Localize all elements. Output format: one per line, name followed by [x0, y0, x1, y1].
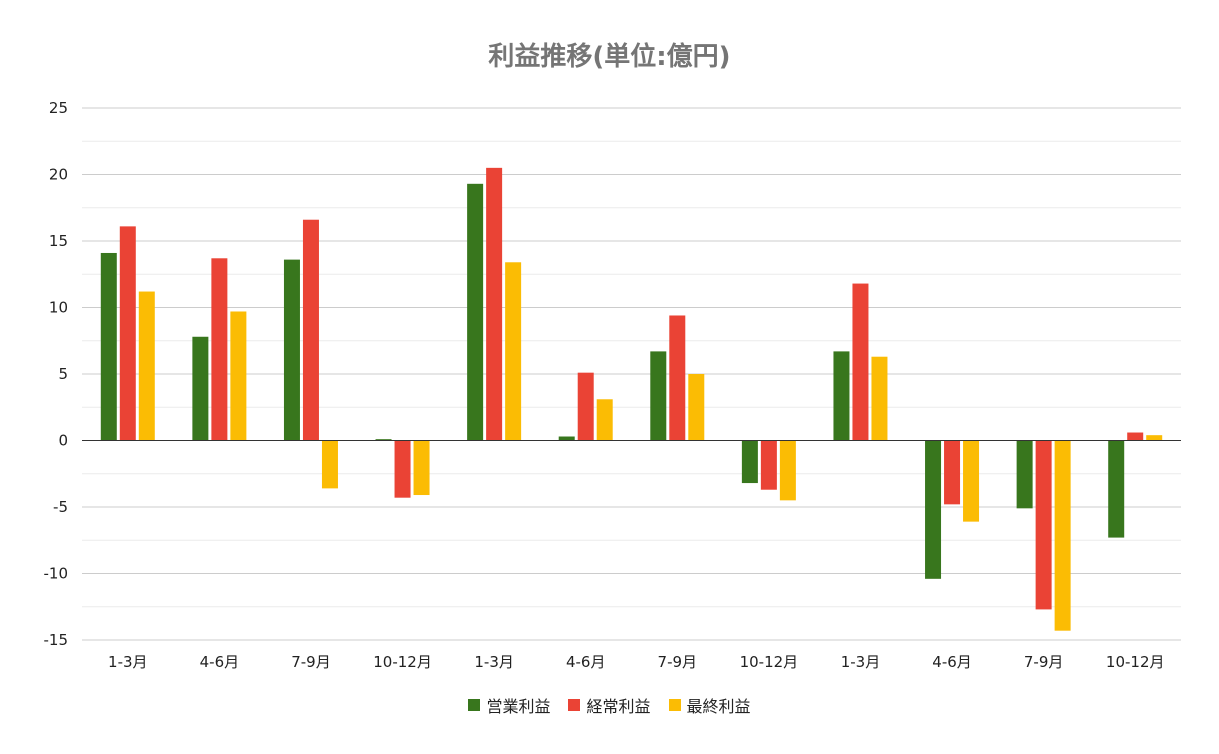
x-tick-label: 10-12月	[740, 653, 799, 671]
bar-series-1-cat-4	[486, 167, 503, 441]
legend-label-series-1: 経常利益	[586, 697, 651, 716]
legend-item-series-1: 経常利益	[568, 693, 651, 717]
bar-series-2-cat-9	[963, 440, 980, 522]
x-tick-label: 7-9月	[1024, 653, 1064, 671]
gridlines	[82, 107, 1181, 641]
x-tick-label: 4-6月	[200, 653, 240, 671]
legend-label-series-2: 最終利益	[686, 697, 751, 716]
bar-series-0-cat-2	[283, 259, 300, 441]
bar-series-0-cat-4	[467, 183, 484, 441]
bar-series-2-cat-5	[596, 399, 613, 441]
bar-series-0-cat-9	[925, 440, 942, 579]
bar-series-0-cat-11	[1108, 440, 1125, 538]
bar-series-1-cat-7	[760, 440, 777, 490]
bar-series-2-cat-6	[688, 374, 705, 441]
bar-series-2-cat-4	[505, 262, 522, 441]
bar-series-1-cat-5	[577, 372, 594, 441]
y-tick-label: 25	[49, 99, 68, 117]
bar-series-1-cat-3	[394, 440, 411, 498]
legend-swatch-series-2	[668, 699, 681, 711]
legend-swatch-series-1	[568, 699, 581, 711]
y-tick-label: -5	[53, 498, 68, 516]
bar-series-0-cat-3	[375, 439, 392, 441]
bar-series-1-cat-2	[302, 219, 319, 441]
y-tick-label: 10	[49, 299, 68, 317]
bar-series-0-cat-6	[650, 351, 667, 441]
bar-series-0-cat-5	[558, 436, 575, 441]
legend: 営業利益 経常利益 最終利益	[0, 693, 1219, 717]
y-axis-tick-labels: 25 20 15 10 5 0 -5 -10 -15	[44, 99, 69, 649]
x-tick-label: 4-6月	[566, 653, 606, 671]
x-tick-label: 1-3月	[841, 653, 881, 671]
bar-series-0-cat-8	[833, 351, 850, 441]
bar-series-0-cat-10	[1016, 440, 1033, 509]
bar-series-1-cat-11	[1127, 432, 1144, 441]
bar-series-0-cat-0	[100, 252, 117, 441]
legend-label-series-0: 営業利益	[486, 697, 551, 716]
y-tick-label: 20	[49, 166, 68, 184]
x-tick-label: 10-12月	[373, 653, 432, 671]
y-tick-label: -10	[44, 565, 69, 583]
bar-series-1-cat-1	[211, 258, 228, 441]
bar-series-1-cat-8	[852, 283, 869, 441]
x-tick-label: 1-3月	[474, 653, 514, 671]
legend-swatch-series-0	[468, 699, 481, 711]
bar-series-2-cat-1	[230, 311, 247, 441]
bar-series-2-cat-11	[1146, 435, 1163, 441]
bar-series-1-cat-6	[669, 315, 686, 441]
bars	[100, 167, 1163, 631]
y-tick-label: 5	[58, 365, 68, 383]
x-tick-label: 4-6月	[932, 653, 972, 671]
y-tick-label: 0	[58, 432, 68, 450]
bar-series-2-cat-0	[138, 291, 155, 441]
chart-title: 利益推移(単位:億円)	[488, 42, 731, 72]
y-tick-label: 15	[49, 232, 68, 250]
legend-item-series-2: 最終利益	[668, 693, 751, 717]
bar-series-2-cat-2	[321, 440, 338, 489]
legend-item-series-0: 営業利益	[468, 693, 550, 717]
bar-series-1-cat-9	[944, 440, 961, 505]
bar-series-1-cat-10	[1035, 440, 1052, 610]
bar-series-2-cat-3	[413, 440, 430, 496]
y-tick-label: -15	[44, 631, 69, 649]
x-tick-label: 7-9月	[658, 653, 698, 671]
bar-series-0-cat-7	[741, 440, 758, 484]
x-tick-label: 10-12月	[1106, 653, 1165, 671]
bar-series-2-cat-10	[1054, 440, 1071, 631]
x-axis-tick-labels: 1-3月 4-6月 7-9月 10-12月 1-3月 4-6月 7-9月 10-12月 1-3月…	[108, 653, 1164, 671]
bar-series-1-cat-0	[119, 226, 136, 441]
bar-series-0-cat-1	[192, 336, 209, 441]
bar-series-2-cat-8	[871, 356, 888, 441]
x-tick-label: 7-9月	[291, 653, 331, 671]
x-tick-label: 1-3月	[108, 653, 148, 671]
bar-series-2-cat-7	[779, 440, 796, 501]
